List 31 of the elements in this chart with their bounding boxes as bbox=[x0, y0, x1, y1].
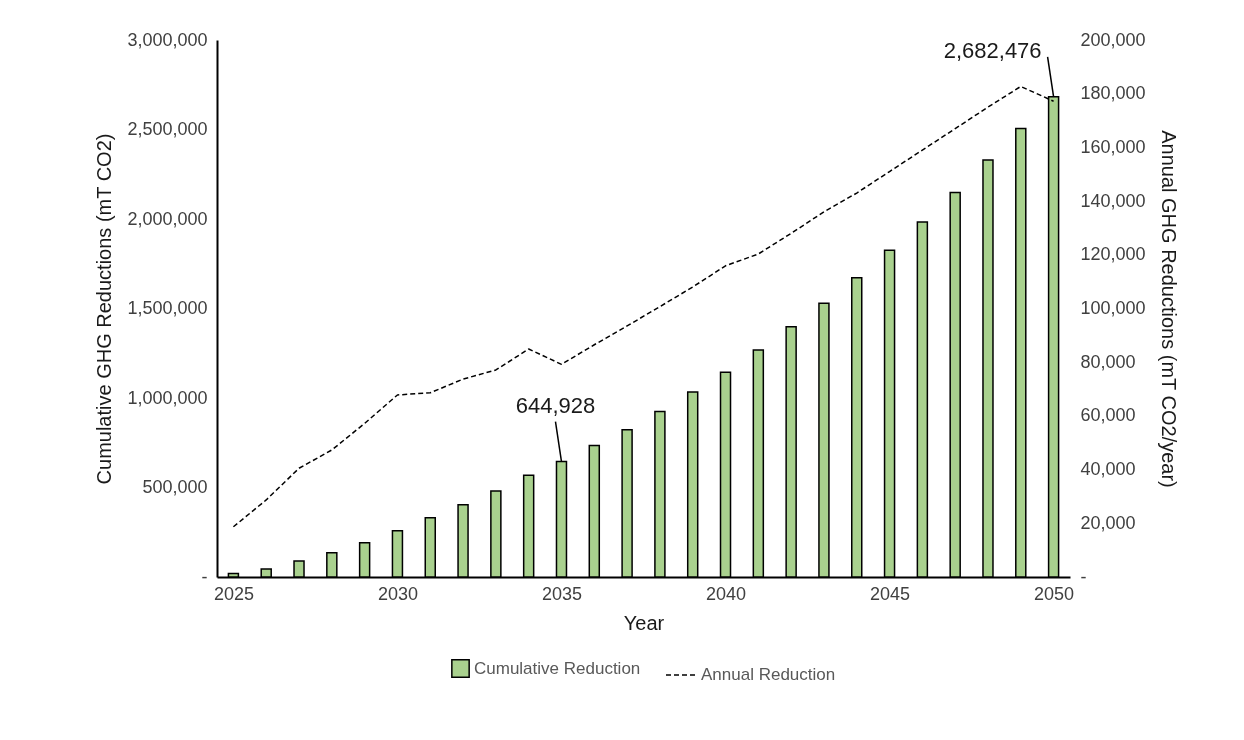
legend-label: Annual Reduction bbox=[701, 665, 836, 684]
x-tick-label: 2050 bbox=[1034, 583, 1075, 604]
y2-tick-label: 200,000 bbox=[1080, 29, 1146, 50]
x-tick-label: 2035 bbox=[541, 583, 582, 604]
y2-tick-label: 80,000 bbox=[1080, 351, 1136, 372]
x-axis-title: Year bbox=[623, 611, 665, 634]
y2-tick-label: - bbox=[1080, 566, 1087, 587]
x-tick-label: 2025 bbox=[213, 583, 254, 604]
y2-tick-label: 20,000 bbox=[1080, 512, 1136, 533]
y2-tick-label: 160,000 bbox=[1080, 136, 1146, 157]
y2-tick-label: 180,000 bbox=[1080, 83, 1146, 104]
y2-tick-label: 40,000 bbox=[1080, 459, 1136, 480]
legend-label: Cumulative Reduction bbox=[474, 658, 641, 678]
y-tick-label: 2,500,000 bbox=[127, 119, 208, 139]
y-tick-label: - bbox=[201, 566, 208, 587]
x-tick-label: 2040 bbox=[706, 583, 747, 604]
y-tick-label: 1,000,000 bbox=[127, 387, 208, 408]
y-axis-title: Cumulative GHG Reductions (mT CO2) bbox=[93, 133, 116, 485]
y-tick-label: 1,500,000 bbox=[127, 298, 208, 318]
y2-tick-label: 120,000 bbox=[1080, 244, 1146, 265]
y-tick-label: 500,000 bbox=[142, 477, 208, 497]
x-tick-label: 2030 bbox=[377, 583, 418, 604]
annotation: 2,682,476 bbox=[943, 37, 1042, 63]
y-tick-label: 3,000,000 bbox=[127, 29, 208, 50]
y2-axis-title: Annual GHG Reductions (mT CO2/year) bbox=[1157, 130, 1180, 488]
annotation: 644,928 bbox=[515, 392, 596, 418]
y-tick-label: 2,000,000 bbox=[127, 208, 208, 229]
y2-tick-label: 60,000 bbox=[1080, 405, 1136, 426]
y2-tick-label: 100,000 bbox=[1080, 298, 1146, 318]
y2-tick-label: 140,000 bbox=[1080, 190, 1146, 211]
x-tick-label: 2045 bbox=[870, 583, 911, 604]
